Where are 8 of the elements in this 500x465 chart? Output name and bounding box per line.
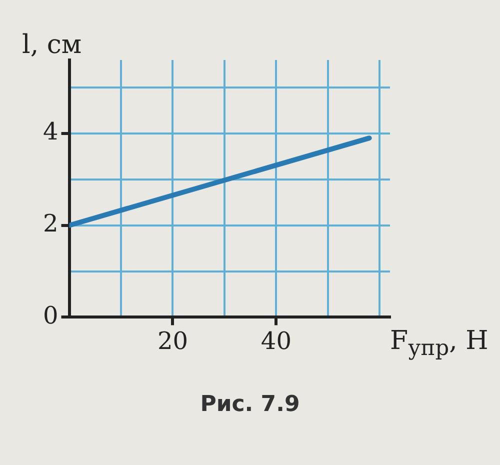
y-axis-title: l, см [22,30,82,60]
text: Рис. 7.9 [199,392,301,417]
y-tick-label: 2 [42,210,58,238]
x-tick-label: 20 [157,326,188,355]
y-tick-label: 0 [42,301,58,330]
x-tick-label: 40 [260,326,292,355]
x-axis-title: F$_{упр}$, Н [390,326,488,362]
y-tick-label: 4 [42,118,58,146]
